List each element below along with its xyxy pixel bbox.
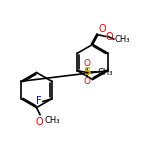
Text: S: S	[83, 67, 91, 78]
Text: CH₃: CH₃	[115, 35, 130, 44]
Text: CH₃: CH₃	[97, 68, 113, 77]
Text: O: O	[106, 31, 114, 41]
Text: O: O	[84, 59, 91, 68]
Text: CH₃: CH₃	[44, 116, 60, 125]
Text: F: F	[36, 97, 42, 106]
Text: O: O	[35, 117, 43, 127]
Text: O: O	[84, 77, 91, 86]
Text: O: O	[99, 24, 106, 34]
